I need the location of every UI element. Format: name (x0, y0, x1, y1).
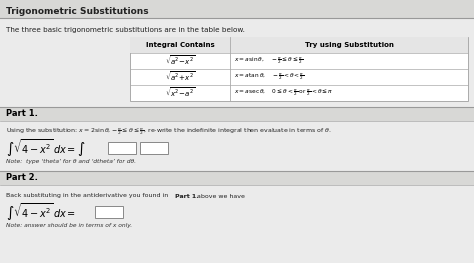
Text: Note:  type ‘theta’ for θ and ‘dtheta’ for dθ.: Note: type ‘theta’ for θ and ‘dtheta’ fo… (6, 159, 136, 164)
Text: Using the substitution: $x = 2\sin\theta$, $-\frac{\pi}{2} \leq \theta \leq \fra: Using the substitution: $x = 2\sin\theta… (6, 127, 332, 138)
Text: $x = a\sin\theta,\quad -\frac{\pi}{2} \leq \theta \leq \frac{\pi}{2}$: $x = a\sin\theta,\quad -\frac{\pi}{2} \l… (234, 56, 303, 66)
Text: above we have: above we have (195, 194, 245, 199)
Text: Integral Contains: Integral Contains (146, 42, 214, 48)
Text: Part 1.: Part 1. (175, 194, 199, 199)
Text: $\int \sqrt{4 - x^2}\,dx = \int$: $\int \sqrt{4 - x^2}\,dx = \int$ (6, 137, 85, 159)
Bar (0, 107, 474, 121)
Bar (130, 37, 468, 101)
Bar (95, 206, 123, 218)
Text: Part 1.: Part 1. (6, 109, 38, 119)
Bar (0, 171, 474, 185)
Text: $\int \sqrt{4 - x^2}\,dx =$: $\int \sqrt{4 - x^2}\,dx =$ (6, 201, 76, 223)
Text: $\sqrt{x^2\!-\!a^2}$: $\sqrt{x^2\!-\!a^2}$ (165, 86, 195, 100)
Bar (0, 0, 474, 18)
Text: $x = a\tan\theta,\quad -\frac{\pi}{2} < \theta < \frac{\pi}{2}$: $x = a\tan\theta,\quad -\frac{\pi}{2} < … (234, 72, 305, 82)
Text: $\sqrt{a^2\!+\!x^2}$: $\sqrt{a^2\!+\!x^2}$ (165, 70, 195, 84)
Text: $x = a\sec\theta,\quad 0 \leq \theta < \frac{\pi}{2}\ \mathrm{or}\ \frac{\pi}{2}: $x = a\sec\theta,\quad 0 \leq \theta < \… (234, 88, 334, 98)
Text: Trigonometric Substitutions: Trigonometric Substitutions (6, 7, 149, 16)
Bar (140, 142, 168, 154)
Text: Note: answer should be in terms of x only.: Note: answer should be in terms of x onl… (6, 224, 132, 229)
Text: Back substituting in the antiderivative you found in: Back substituting in the antiderivative … (6, 194, 170, 199)
Text: Part 2.: Part 2. (6, 174, 38, 183)
Text: Try using Substitution: Try using Substitution (305, 42, 393, 48)
Text: The three basic trigonometric substitutions are in the table below.: The three basic trigonometric substituti… (6, 27, 245, 33)
Bar (130, 37, 468, 53)
Bar (108, 142, 136, 154)
Text: $\sqrt{a^2\!-\!x^2}$: $\sqrt{a^2\!-\!x^2}$ (165, 54, 195, 68)
